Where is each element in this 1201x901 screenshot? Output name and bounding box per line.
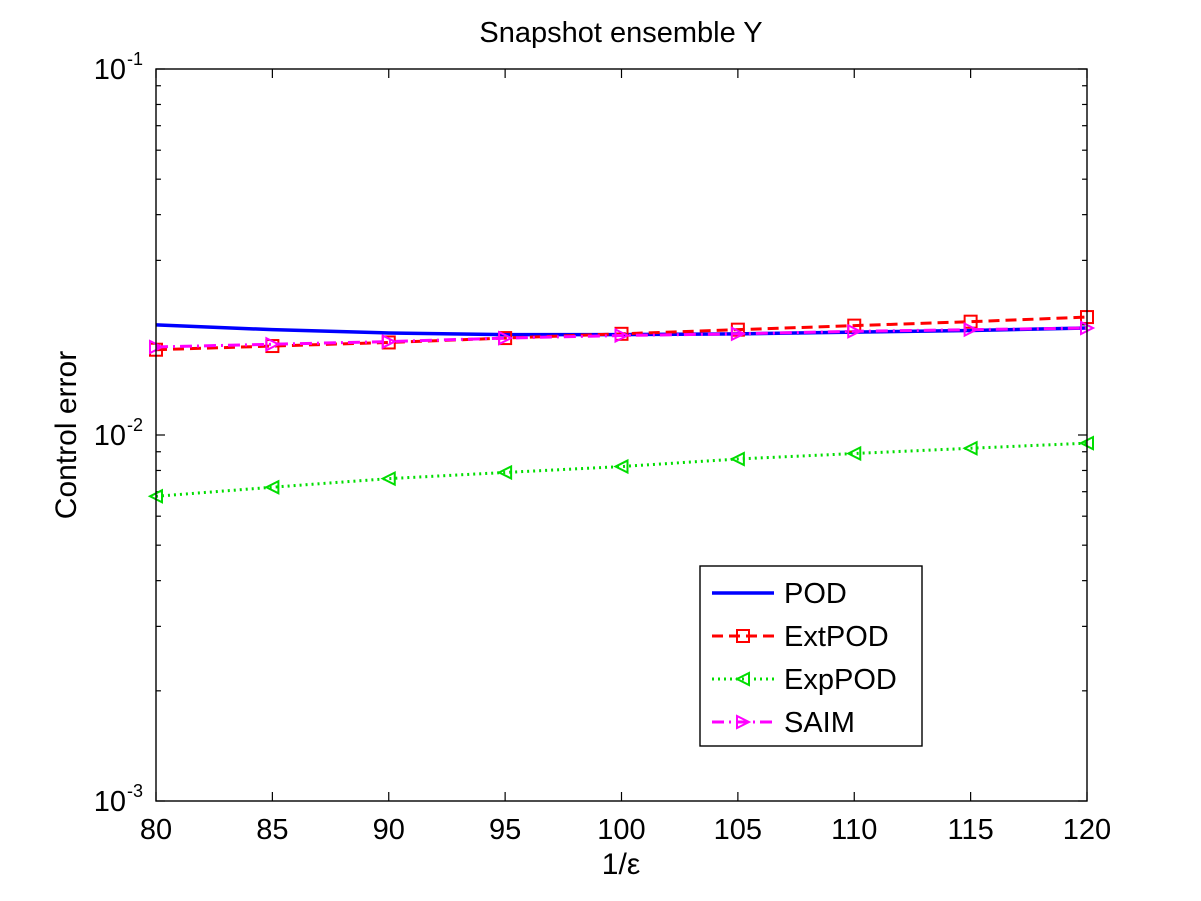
legend-label-exppod: ExpPOD: [784, 664, 897, 696]
legend-item-saim: SAIM: [712, 707, 855, 739]
x-tick-label: 90: [373, 814, 405, 846]
x-tick-label: 110: [831, 814, 877, 846]
data-point-exppod: [962, 440, 978, 456]
data-point-exppod: [846, 445, 862, 462]
legend-marker-extpod: [736, 629, 750, 643]
chart-title: Snapshot ensemble Y: [479, 17, 762, 49]
y-tick-label-exp: -2: [127, 415, 143, 435]
x-tick-label: 85: [256, 814, 288, 846]
x-axis-label: 1/ε: [602, 848, 640, 881]
data-point-exppod: [380, 471, 396, 487]
data-point-saim: [847, 323, 863, 339]
legend-item-pod: POD: [712, 578, 847, 610]
data-point-saim: [498, 330, 514, 346]
y-tick-label: 10 -1: [94, 49, 143, 86]
legend-marker-exppod: [734, 671, 750, 687]
y-axis-label: Control error: [50, 351, 83, 519]
data-point-saim: [381, 333, 397, 350]
x-tick-label: 100: [597, 814, 645, 846]
x-tick-label: 80: [140, 814, 172, 846]
legend-item-extpod: ExtPOD: [712, 621, 889, 653]
x-tick-label: 105: [714, 814, 762, 846]
legend-label-saim: SAIM: [784, 707, 855, 739]
y-tick-label: 10 -3: [94, 781, 143, 818]
legend-item-exppod: ExpPOD: [712, 664, 897, 696]
y-tick-label-base: 10: [94, 786, 126, 818]
data-point-exppod: [496, 464, 513, 481]
y-tick-label-base: 10: [94, 54, 126, 86]
y-tick-label: 10 -2: [94, 415, 143, 452]
data-point-saim: [265, 336, 281, 352]
legend-label-pod: POD: [784, 578, 847, 610]
legend-marker-saim: [736, 714, 752, 730]
legend-label-extpod: ExtPOD: [784, 621, 889, 653]
data-point-saim: [963, 322, 979, 338]
series-saim: [149, 320, 1096, 355]
y-tick-label-exp: -1: [127, 49, 143, 69]
series-line-saim: [155, 326, 1088, 349]
y-tick-labels: 10-110-210-3: [94, 49, 143, 818]
x-tick-label: 120: [1063, 814, 1111, 846]
data-point-saim: [730, 326, 747, 342]
y-tick-label-exp: -3: [127, 781, 143, 801]
plot-area: [156, 69, 1087, 801]
data-point-exppod: [729, 451, 745, 467]
series-layer: [147, 310, 1096, 504]
x-tick-labels: 80 85 90 95 100 105 110 115 120: [140, 814, 1111, 846]
x-tick-label: 115: [948, 814, 994, 846]
legend: POD ExtPOD ExpPOD SAIM: [699, 565, 923, 747]
data-point-exppod: [264, 479, 280, 495]
data-point-saim: [614, 327, 630, 344]
data-point-exppod: [613, 458, 629, 475]
plot-frame: [155, 68, 1088, 802]
x-tick-label: 95: [489, 814, 521, 846]
y-tick-label-base: 10: [94, 420, 126, 452]
